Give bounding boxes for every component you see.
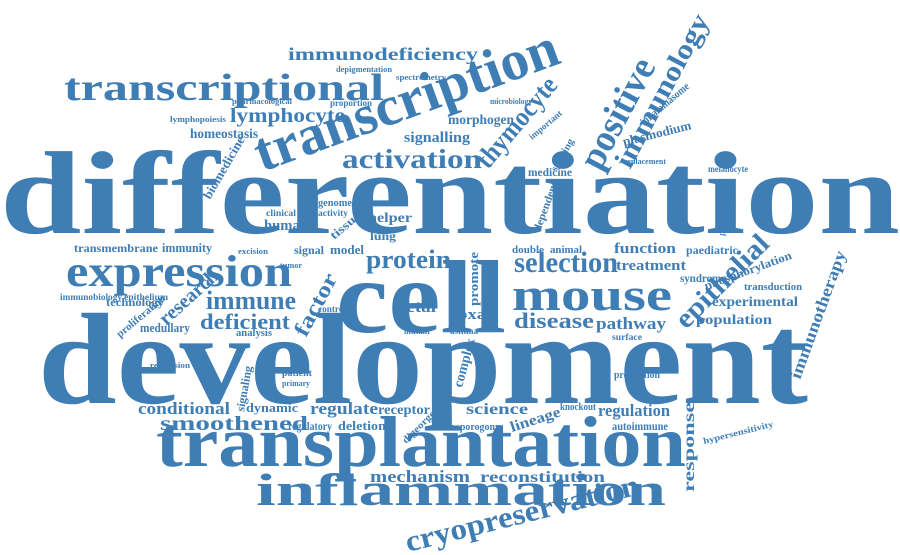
word-receptor: receptor (378, 403, 430, 418)
word-protein: protein (366, 245, 452, 274)
word-human: human (264, 218, 309, 234)
word-tumor: tumor (280, 261, 302, 270)
word-lymphopoiesis: lymphopoiesis (170, 115, 226, 124)
word-repression: repression (150, 361, 191, 370)
word-transcriptional: transcriptional (64, 67, 384, 109)
word-pharmacological: pharmacological (232, 97, 293, 106)
word-technology: technology (106, 295, 164, 309)
word-immunobiology: immunobiology (60, 292, 123, 302)
word-surface: surface (612, 332, 642, 342)
word-genome: genome (318, 198, 353, 209)
word-model: model (330, 242, 364, 257)
word-activation: activation (342, 144, 482, 174)
word-excision: excision (238, 247, 269, 256)
word-production: production (614, 370, 660, 381)
word-medicine: medicine (528, 165, 573, 179)
word-mouse: mouse (512, 269, 672, 320)
word-epithelium: epithelium (124, 292, 169, 302)
word-immune: immune (206, 286, 296, 315)
word-depigmentation: depigmentation (336, 65, 393, 74)
word-transmembrane: transmembrane (74, 241, 159, 255)
word-expression: expression (66, 247, 292, 296)
word-microbiology: microbiology (490, 97, 532, 106)
word-regulation: regulation (598, 401, 671, 420)
word-lung: lung (370, 229, 396, 243)
word-paediatric: paediatric (686, 243, 739, 257)
word-development: development (38, 288, 808, 432)
word-syndrome: syndrome (680, 271, 727, 285)
word-treatment: treatment (616, 258, 686, 274)
word-regulatory: regulatory (288, 419, 332, 433)
word-autoimmune: autoimmune (612, 419, 669, 433)
word-deficient: deficient (200, 309, 291, 334)
word-function: function (614, 241, 677, 257)
word-reconstitution: reconstitution (480, 469, 605, 486)
word-disease: disease (514, 308, 594, 333)
word-regulate: regulate (310, 399, 379, 418)
word-double: double (512, 244, 544, 256)
word-differentiation: differentiation (0, 128, 900, 259)
word-sporogony: sporogony (456, 422, 500, 433)
word-fetal: fetal (400, 297, 436, 316)
word-promote: promote (466, 252, 481, 306)
word-foxa: foxa (452, 307, 487, 323)
word-knockout: knockout (560, 402, 597, 413)
word-inflammation: inflammation (256, 464, 666, 515)
word-animal: animal (550, 244, 582, 256)
word-asthma: asthma (450, 326, 478, 336)
word-transplantation: transplantation (156, 402, 686, 482)
word-activity: activity (318, 208, 349, 218)
word-selection: selection (514, 246, 618, 279)
word-immunodeficiency: immunodeficiency (288, 44, 478, 64)
word-experimental: experimental (712, 295, 798, 310)
word-patient: patient (282, 368, 312, 378)
word-lymphocyte: lymphocyte (230, 105, 345, 127)
word-pathway: pathway (596, 314, 667, 333)
word-helper: helper (368, 211, 412, 226)
word-signalling: signalling (404, 130, 471, 146)
word-dynamic: dynamic (246, 400, 298, 415)
word-population: population (696, 313, 772, 328)
word-mechanism: mechanism (370, 467, 470, 486)
word-transduction: transduction (744, 281, 802, 293)
word-spectrometry: spectrometry (396, 73, 446, 82)
word-response: response (681, 402, 698, 492)
word-clinical: clinical (266, 208, 297, 218)
word-immunity: immunity (162, 240, 212, 255)
word-morphogen: morphogen (448, 113, 514, 128)
word-smoothened: smoothened (160, 413, 308, 435)
word-signal: signal (294, 243, 325, 257)
word-primary: primary (282, 379, 310, 388)
word-melanocyte: melanocyte (708, 164, 748, 174)
word-homeostasis: homeostasis (190, 127, 259, 142)
word-cell: cell (336, 240, 506, 355)
word-replacement: replacement (624, 157, 666, 166)
word-analysis: analysis (236, 327, 273, 339)
word-conditional: conditional (138, 399, 230, 418)
word-deletion: deletion (338, 418, 387, 433)
word-mutant: mutant (404, 326, 430, 336)
word-proportion: proportion (330, 98, 372, 108)
word-control: control (318, 304, 346, 314)
word-science: science (466, 401, 528, 418)
word-medullary: medullary (140, 320, 190, 335)
